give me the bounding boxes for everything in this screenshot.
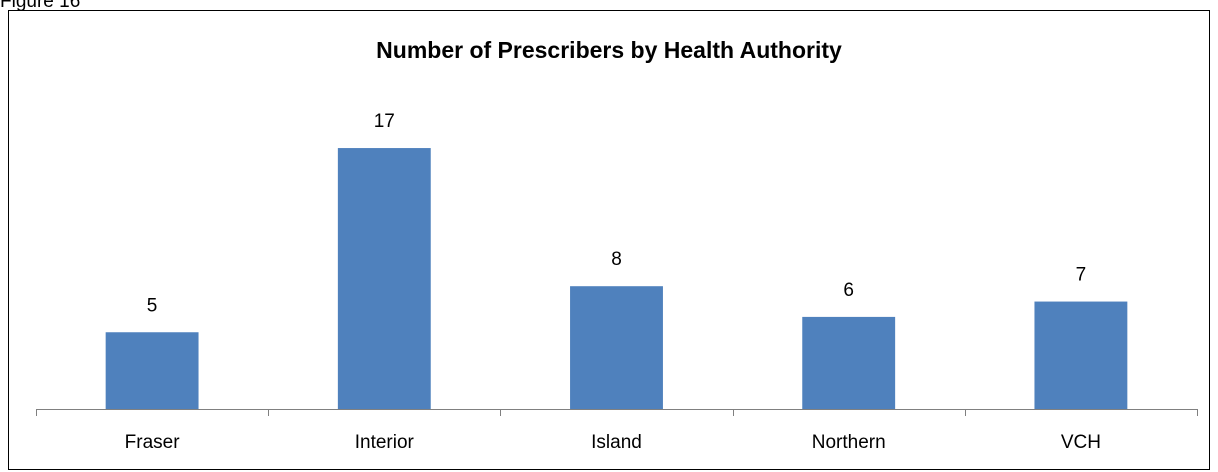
- data-label: 5: [147, 295, 158, 316]
- bar: [570, 286, 663, 409]
- chart-title: Number of Prescribers by Health Authorit…: [376, 37, 842, 63]
- x-tick-label: Fraser: [125, 432, 181, 453]
- figure-caption: Figure 16: [0, 0, 80, 12]
- data-label: 6: [843, 280, 854, 301]
- x-tick-label: Northern: [812, 432, 886, 453]
- bar: [337, 148, 431, 410]
- bar: [1034, 301, 1128, 409]
- x-tick-label: VCH: [1061, 432, 1101, 453]
- bar: [802, 316, 896, 409]
- x-tick-label: Island: [591, 432, 642, 453]
- data-label: 17: [374, 111, 395, 132]
- x-tick-label: Interior: [355, 432, 415, 453]
- data-label: 8: [611, 249, 622, 270]
- data-label: 7: [1076, 265, 1087, 286]
- bar: [105, 332, 199, 409]
